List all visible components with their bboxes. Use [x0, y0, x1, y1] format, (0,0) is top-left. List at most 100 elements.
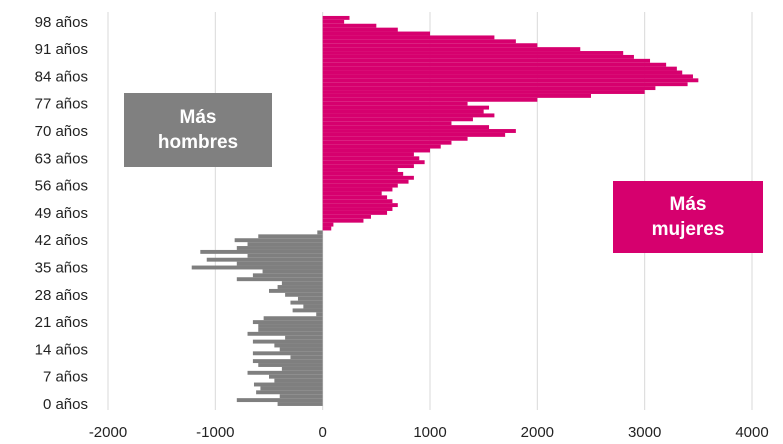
- bar-age-79: [322, 93, 591, 98]
- bar-age-19: [258, 327, 323, 332]
- bar-age-82: [322, 82, 688, 87]
- bar-age-69: [322, 132, 506, 137]
- bar-age-10: [258, 363, 323, 367]
- bar-age-28: [285, 292, 323, 297]
- bar-age-96: [322, 27, 398, 32]
- bar-age-2: [279, 394, 323, 399]
- bar-age-52: [322, 199, 393, 204]
- bar-age-70: [322, 129, 516, 133]
- bar-age-90: [322, 51, 624, 55]
- y-tick-label: 21 años: [35, 314, 88, 331]
- bar-age-44: [317, 230, 323, 235]
- bar-age-72: [322, 121, 452, 126]
- y-tick-label: 49 años: [35, 205, 88, 222]
- bar-age-7: [269, 374, 323, 379]
- bar-age-24: [292, 308, 323, 313]
- bar-age-27: [297, 296, 323, 301]
- bar-age-86: [322, 66, 677, 71]
- y-tick-label: 63 años: [35, 150, 88, 167]
- annotation-more-women: Más mujeres: [613, 181, 763, 253]
- bar-age-18: [247, 331, 323, 336]
- bar-age-23: [316, 312, 323, 317]
- bar-age-42: [234, 238, 323, 243]
- bar-age-13: [252, 351, 323, 356]
- bar-age-89: [322, 54, 634, 59]
- bar-age-54: [322, 191, 382, 196]
- bar-age-1: [236, 398, 323, 403]
- bar-age-55: [322, 187, 393, 192]
- bar-age-91: [322, 47, 581, 52]
- bar-age-48: [322, 214, 371, 219]
- bar-age-65: [322, 148, 430, 153]
- bar-age-68: [322, 136, 468, 141]
- bar-age-93: [322, 39, 516, 44]
- bar-age-73: [322, 117, 473, 122]
- bar-age-0: [277, 402, 323, 406]
- bar-age-38: [247, 253, 323, 258]
- bar-age-29: [269, 288, 323, 293]
- y-tick-labels: 0 años 7 años 14 años 21 años 28 años 35 años…: [35, 14, 88, 413]
- x-tick-label: 2000: [521, 424, 554, 441]
- bar-age-26: [290, 300, 323, 305]
- bar-age-3: [256, 390, 323, 395]
- bar-age-8: [247, 370, 323, 375]
- bar-age-94: [322, 35, 495, 40]
- bar-age-5: [253, 382, 323, 387]
- bar-age-66: [322, 144, 441, 149]
- bar-age-98: [322, 19, 345, 24]
- x-tick-label: 4000: [735, 424, 768, 441]
- bar-age-25: [303, 304, 323, 309]
- bar-age-9: [281, 366, 323, 371]
- bar-age-87: [322, 62, 667, 67]
- bar-age-85: [322, 70, 683, 75]
- bar-age-4: [260, 386, 323, 391]
- bar-age-34: [262, 269, 323, 274]
- bar-age-62: [322, 160, 425, 165]
- bar-age-51: [322, 203, 398, 208]
- bar-age-11: [252, 359, 323, 364]
- bar-age-12: [290, 355, 323, 360]
- y-tick-label: 28 años: [35, 287, 88, 304]
- bar-age-30: [277, 285, 323, 289]
- bars: [191, 15, 699, 406]
- bar-age-46: [322, 222, 334, 227]
- bar-age-67: [322, 140, 452, 145]
- x-tick-labels: -2000 -1000 0 1000 2000 3000 4000: [89, 424, 769, 441]
- bar-age-61: [322, 164, 414, 169]
- bar-age-58: [322, 175, 414, 180]
- bar-age-37: [206, 257, 323, 262]
- y-tick-label: 84 años: [35, 68, 88, 85]
- bar-age-22: [263, 316, 323, 321]
- bar-age-71: [322, 125, 490, 130]
- bar-age-75: [322, 109, 484, 114]
- bar-age-53: [322, 195, 388, 200]
- bar-age-15: [274, 343, 323, 348]
- bar-age-95: [322, 31, 430, 36]
- y-tick-label: 7 años: [43, 369, 88, 386]
- y-tick-label: 77 años: [35, 96, 88, 113]
- bar-age-78: [322, 97, 538, 102]
- x-tick-label: 1000: [413, 424, 446, 441]
- y-tick-label: 42 años: [35, 232, 88, 249]
- x-tick-label: 3000: [628, 424, 661, 441]
- bar-age-76: [322, 105, 490, 110]
- bar-age-14: [279, 347, 323, 352]
- bar-age-80: [322, 90, 645, 94]
- annotation-more-men: Más hombres: [124, 93, 272, 167]
- bar-age-32: [236, 277, 323, 282]
- bar-age-41: [247, 242, 323, 247]
- bar-age-31: [281, 281, 323, 286]
- bar-age-17: [285, 335, 323, 340]
- bar-age-35: [191, 265, 323, 270]
- bar-age-50: [322, 207, 393, 211]
- bar-age-64: [322, 152, 414, 157]
- bar-age-97: [322, 23, 377, 28]
- y-tick-label: 70 años: [35, 123, 88, 140]
- y-tick-label: 0 años: [43, 396, 88, 413]
- y-tick-label: 35 años: [35, 260, 88, 277]
- bar-age-36: [236, 261, 323, 266]
- bar-age-59: [322, 171, 404, 176]
- bar-age-39: [200, 249, 323, 254]
- bar-age-6: [274, 378, 323, 383]
